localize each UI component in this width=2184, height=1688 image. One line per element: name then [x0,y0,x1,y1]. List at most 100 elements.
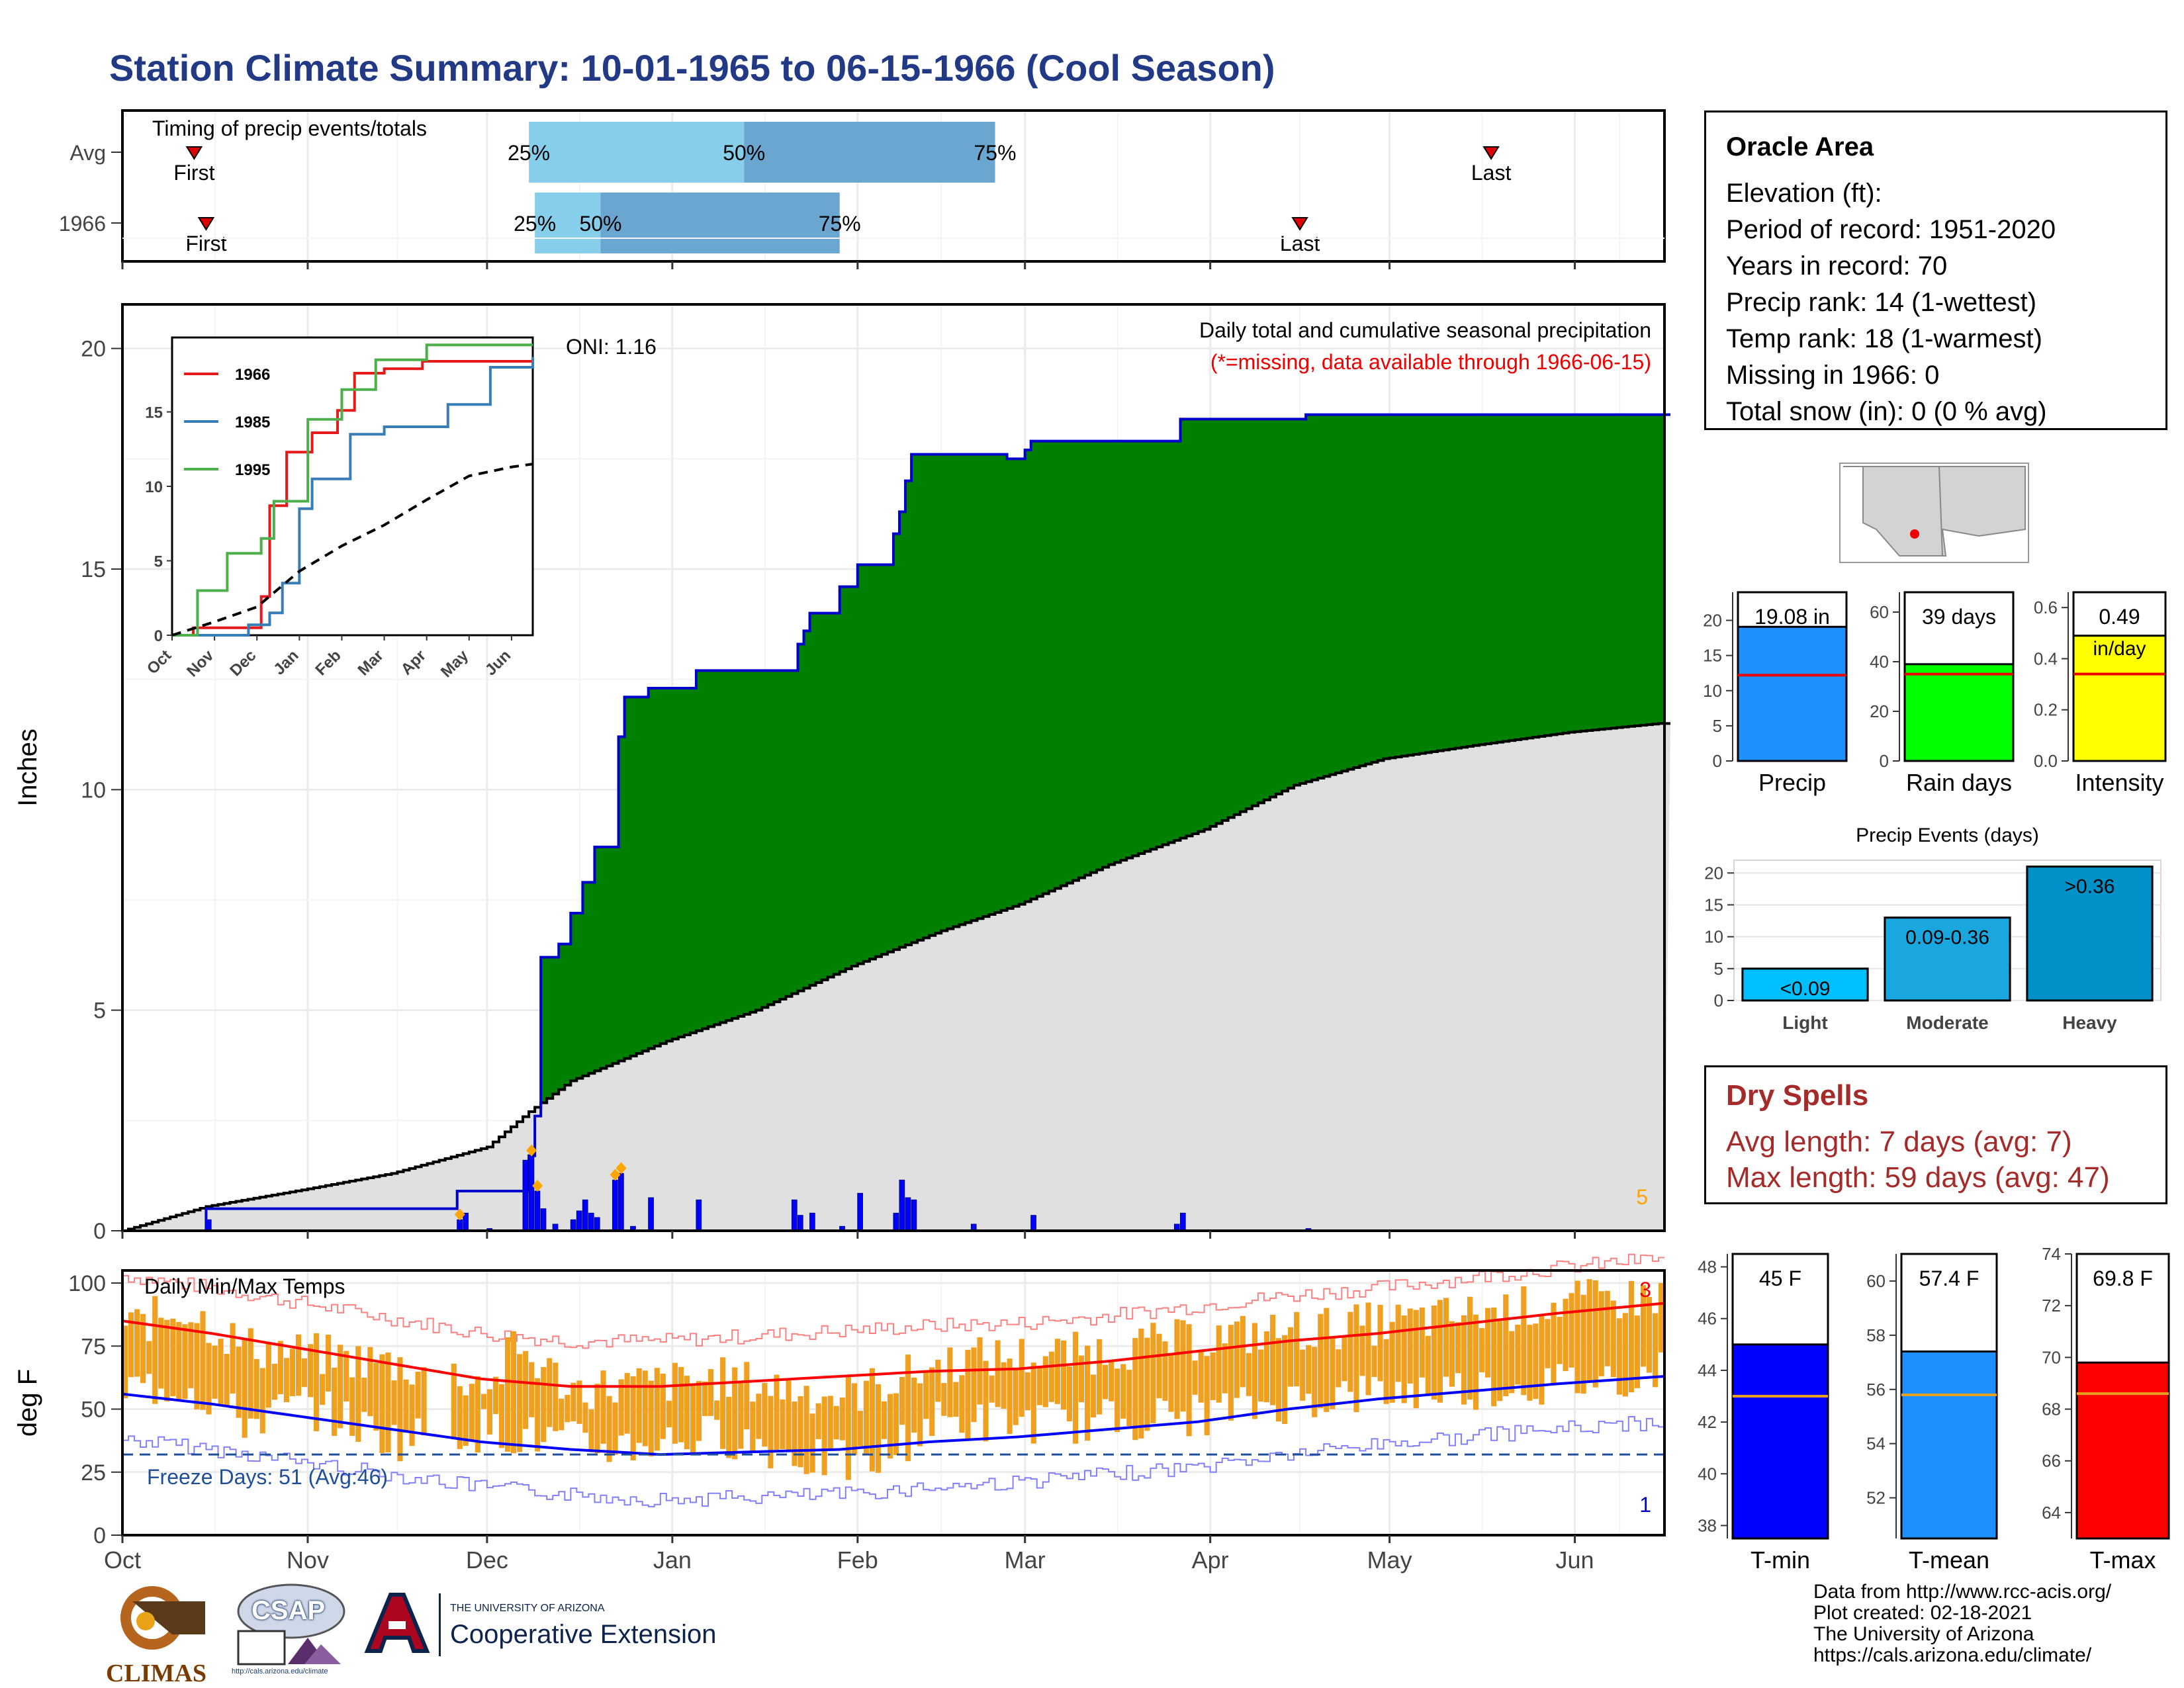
daily-temp-bar [1479,1328,1485,1372]
info-line: Precip rank: 14 (1-wettest) [1726,288,2037,317]
summary-ytick-label: 54 [1866,1434,1886,1454]
freeze-days-label: Freeze Days: 51 (Avg:46) [147,1465,388,1489]
daily-temp-bar [206,1343,212,1415]
summary-ytick-label: 56 [1866,1380,1886,1399]
daily-temp-bar [768,1396,774,1469]
temps-ytick-label: 0 [93,1523,106,1548]
daily-temp-bar [1521,1286,1527,1396]
footer-line: Data from http://www.rcc-acis.org/ [1813,1581,2112,1603]
daily-temp-bar [1204,1356,1210,1436]
daily-temp-bar [1269,1314,1276,1405]
daily-temp-bar [1640,1285,1647,1367]
daily-temp-bar [618,1379,624,1436]
daily-temp-bar [1228,1325,1234,1421]
daily-temp-bar [1371,1345,1377,1377]
daily-temp-bar [696,1381,702,1441]
daily-temp-bar [983,1360,989,1442]
daily-temp-bar [1586,1279,1592,1382]
precip-events-chart: 0 5 10 15 20 Precip Events (days) <0.09 Light 0.… [1704,824,2161,1033]
timing-marker-last [1482,146,1500,160]
daily-temp-bar [320,1374,326,1405]
locator-map [1839,463,2029,563]
info-line: Period of record: 1951-2020 [1726,215,2056,244]
daily-temp-bar [486,1389,493,1435]
events-category-label: Heavy [2062,1012,2117,1033]
daily-temp-bar [415,1371,421,1419]
station-name: Oracle Area [1726,132,1874,161]
daily-temp-bar [301,1358,308,1388]
events-ytick-label: 20 [1704,863,1723,883]
dry-spells-box: Dry Spells Avg length: 7 days (avg: 7) M… [1704,1065,2167,1204]
daily-temp-bar [1126,1370,1132,1426]
daily-precip-bar [528,1155,535,1231]
daily-temp-bar [1048,1351,1054,1402]
daily-temp-bar [774,1374,780,1450]
daily-temp-bar [953,1382,959,1417]
daily-temp-bar [1263,1331,1270,1403]
daily-temp-bar [421,1367,427,1436]
ua-small-text: THE UNIVERSITY OF ARIZONA [450,1603,605,1614]
events-bar [1884,916,2011,1002]
daily-temp-bar [1330,1337,1336,1409]
daily-temp-bar [1275,1338,1282,1422]
daily-precip-bar [648,1197,654,1231]
precip-ytick-label: 20 [81,337,106,362]
daily-temp-bar [720,1357,726,1449]
daily-temp-bar [457,1386,463,1449]
info-line: Years in record: 70 [1726,251,1948,281]
daily-precip-bar [905,1197,911,1231]
summary-ytick-label: 40 [1698,1464,1717,1484]
summary-ytick-label: 0.0 [2034,751,2058,771]
daily-temp-bar [1634,1315,1640,1388]
events-ytick-label: 10 [1704,927,1723,947]
daily-temp-bar [1324,1308,1330,1412]
summary-value-label: 45 F [1759,1266,1801,1290]
summary-ytick-label: 5 [1713,716,1722,736]
temps-ytick-label: 100 [68,1271,106,1296]
summary-ytick-label: 68 [2042,1399,2061,1419]
missing-day-marker [610,1169,621,1181]
oni-label: ONI: 1.16 [566,335,657,359]
precip-chart-title: Daily total and cumulative seasonal prec… [1199,318,1651,342]
timing-bar-50-75 [744,122,995,183]
timing-marker-first [185,146,203,160]
daily-temp-bar [242,1340,248,1438]
daily-temp-bar [248,1328,253,1419]
daily-temp-bar [744,1362,750,1430]
daily-temp-bar [1395,1304,1401,1382]
timing-row-label: 1966 [59,212,106,236]
daily-temp-bar [188,1322,194,1388]
timing-label-last: Last [1471,161,1512,185]
summary-ytick-label: 58 [1866,1325,1886,1345]
daily-temp-bar [1120,1364,1126,1419]
summary-ytick-label: 44 [1698,1360,1717,1380]
summary-bar [1903,663,2015,762]
daily-temp-bar [971,1347,977,1423]
daily-precip-bar [205,1219,212,1231]
inset-legend-label: 1995 [235,461,270,479]
daily-precip-bar [911,1199,917,1231]
daily-temp-bar [170,1318,176,1397]
summary-unit-label: in/day [2093,638,2146,660]
inset-ytick-label: 15 [145,404,163,422]
month-tick-label: Jan [653,1546,692,1574]
daily-temp-bar [756,1394,762,1439]
daily-temp-bar [1342,1337,1347,1382]
daily-precip-bar [457,1219,463,1231]
daily-temp-bar [1592,1280,1598,1388]
daily-temp-bar [128,1312,134,1378]
daily-temp-bar [1103,1364,1109,1399]
daily-temp-bar [271,1363,277,1400]
daily-temp-bar [1091,1374,1097,1418]
daily-temp-bar [845,1376,851,1480]
daily-temp-bar [588,1409,594,1452]
record-low-count: 1 [1639,1493,1651,1517]
observed-cumulative-line [122,413,1671,1232]
daily-temp-bar [409,1384,415,1446]
inset-ytick-label: 5 [154,553,163,571]
summary-rain-days: 0 20 40 60 39 days Rain days [1870,591,2015,796]
daily-temp-bar [176,1321,182,1400]
ua-big-text: Cooperative Extension [450,1620,717,1649]
daily-temp-bar [780,1399,786,1450]
summary-ytick-label: 72 [2042,1296,2061,1315]
